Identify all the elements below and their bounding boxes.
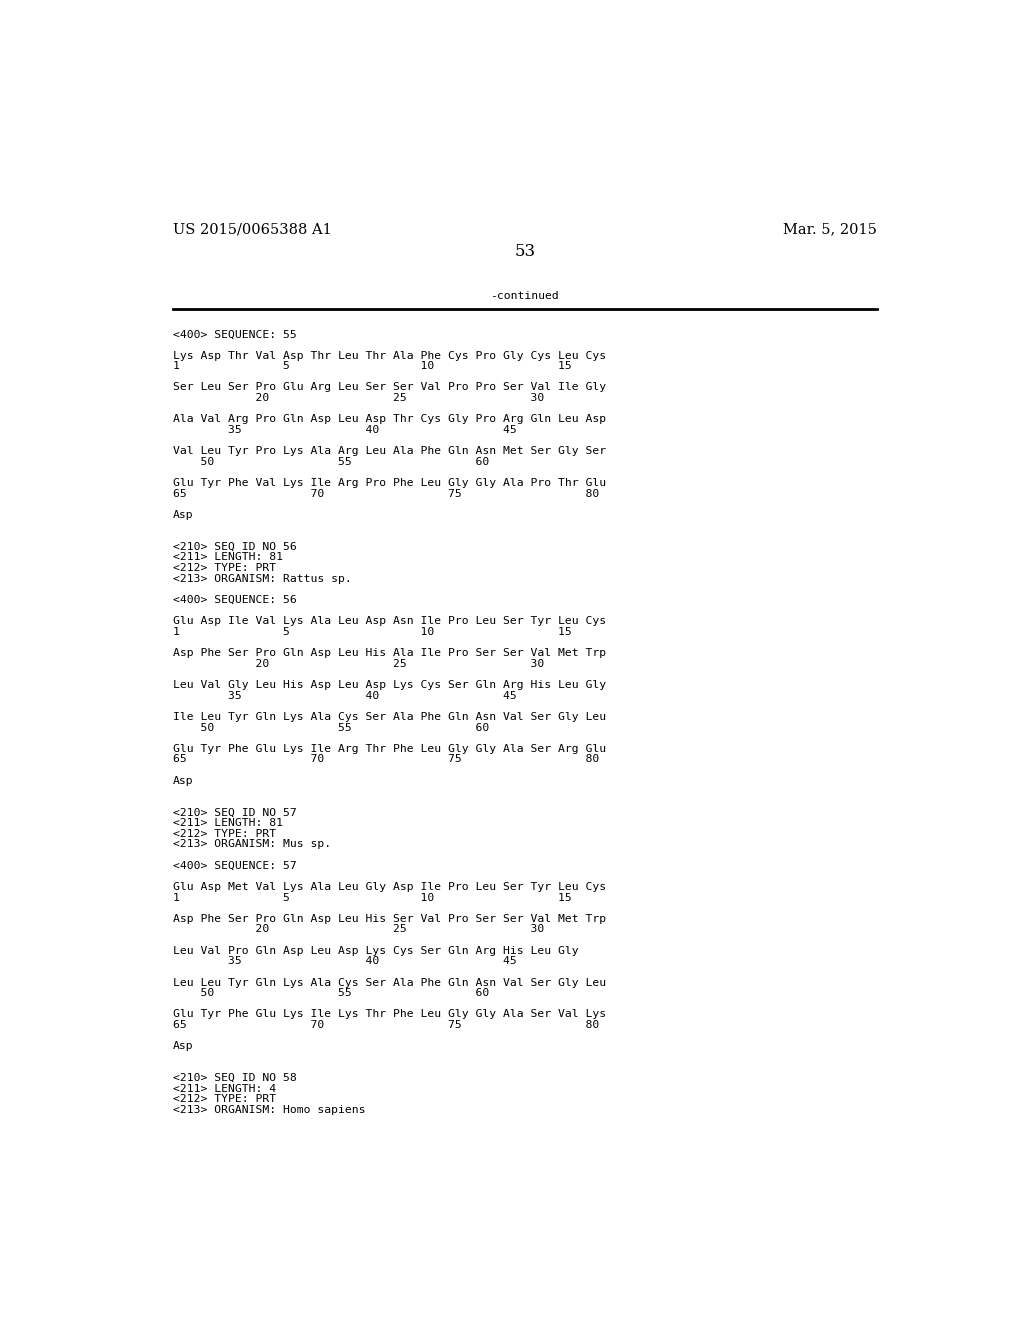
Text: Asp: Asp <box>173 776 194 785</box>
Text: US 2015/0065388 A1: US 2015/0065388 A1 <box>173 222 332 236</box>
Text: <213> ORGANISM: Rattus sp.: <213> ORGANISM: Rattus sp. <box>173 574 351 583</box>
Text: <211> LENGTH: 4: <211> LENGTH: 4 <box>173 1084 276 1094</box>
Text: <210> SEQ ID NO 56: <210> SEQ ID NO 56 <box>173 543 297 552</box>
Text: 50                  55                  60: 50 55 60 <box>173 989 489 998</box>
Text: Lys Asp Thr Val Asp Thr Leu Thr Ala Phe Cys Pro Gly Cys Leu Cys: Lys Asp Thr Val Asp Thr Leu Thr Ala Phe … <box>173 351 606 360</box>
Text: Leu Val Pro Gln Asp Leu Asp Lys Cys Ser Gln Arg His Leu Gly: Leu Val Pro Gln Asp Leu Asp Lys Cys Ser … <box>173 945 579 956</box>
Text: Leu Leu Tyr Gln Lys Ala Cys Ser Ala Phe Gln Asn Val Ser Gly Leu: Leu Leu Tyr Gln Lys Ala Cys Ser Ala Phe … <box>173 978 606 987</box>
Text: 53: 53 <box>514 243 536 260</box>
Text: 65                  70                  75                  80: 65 70 75 80 <box>173 1020 599 1030</box>
Text: <211> LENGTH: 81: <211> LENGTH: 81 <box>173 553 283 562</box>
Text: Ile Leu Tyr Gln Lys Ala Cys Ser Ala Phe Gln Asn Val Ser Gly Leu: Ile Leu Tyr Gln Lys Ala Cys Ser Ala Phe … <box>173 711 606 722</box>
Text: 20                  25                  30: 20 25 30 <box>173 659 544 669</box>
Text: Ala Val Arg Pro Gln Asp Leu Asp Thr Cys Gly Pro Arg Gln Leu Asp: Ala Val Arg Pro Gln Asp Leu Asp Thr Cys … <box>173 414 606 424</box>
Text: 50                  55                  60: 50 55 60 <box>173 457 489 467</box>
Text: 1               5                   10                  15: 1 5 10 15 <box>173 627 571 636</box>
Text: 1               5                   10                  15: 1 5 10 15 <box>173 362 571 371</box>
Text: <212> TYPE: PRT: <212> TYPE: PRT <box>173 829 276 838</box>
Text: Mar. 5, 2015: Mar. 5, 2015 <box>782 222 877 236</box>
Text: 20                  25                  30: 20 25 30 <box>173 393 544 403</box>
Text: Asp Phe Ser Pro Gln Asp Leu His Ala Ile Pro Ser Ser Val Met Trp: Asp Phe Ser Pro Gln Asp Leu His Ala Ile … <box>173 648 606 659</box>
Text: 50                  55                  60: 50 55 60 <box>173 722 489 733</box>
Text: <400> SEQUENCE: 55: <400> SEQUENCE: 55 <box>173 330 297 339</box>
Text: 65                  70                  75                  80: 65 70 75 80 <box>173 755 599 764</box>
Text: <212> TYPE: PRT: <212> TYPE: PRT <box>173 564 276 573</box>
Text: 35                  40                  45: 35 40 45 <box>173 690 517 701</box>
Text: Asp: Asp <box>173 510 194 520</box>
Text: Val Leu Tyr Pro Lys Ala Arg Leu Ala Phe Gln Asn Met Ser Gly Ser: Val Leu Tyr Pro Lys Ala Arg Leu Ala Phe … <box>173 446 606 457</box>
Text: Glu Tyr Phe Val Lys Ile Arg Pro Phe Leu Gly Gly Ala Pro Thr Glu: Glu Tyr Phe Val Lys Ile Arg Pro Phe Leu … <box>173 478 606 488</box>
Text: <213> ORGANISM: Mus sp.: <213> ORGANISM: Mus sp. <box>173 840 331 849</box>
Text: Ser Leu Ser Pro Glu Arg Leu Ser Ser Val Pro Pro Ser Val Ile Gly: Ser Leu Ser Pro Glu Arg Leu Ser Ser Val … <box>173 383 606 392</box>
Text: 65                  70                  75                  80: 65 70 75 80 <box>173 488 599 499</box>
Text: Glu Tyr Phe Glu Lys Ile Arg Thr Phe Leu Gly Gly Ala Ser Arg Glu: Glu Tyr Phe Glu Lys Ile Arg Thr Phe Leu … <box>173 743 606 754</box>
Text: <212> TYPE: PRT: <212> TYPE: PRT <box>173 1094 276 1105</box>
Text: 35                  40                  45: 35 40 45 <box>173 956 517 966</box>
Text: <400> SEQUENCE: 56: <400> SEQUENCE: 56 <box>173 595 297 605</box>
Text: <400> SEQUENCE: 57: <400> SEQUENCE: 57 <box>173 861 297 871</box>
Text: Glu Asp Ile Val Lys Ala Leu Asp Asn Ile Pro Leu Ser Tyr Leu Cys: Glu Asp Ile Val Lys Ala Leu Asp Asn Ile … <box>173 616 606 626</box>
Text: 20                  25                  30: 20 25 30 <box>173 924 544 935</box>
Text: 1               5                   10                  15: 1 5 10 15 <box>173 892 571 903</box>
Text: -continued: -continued <box>490 290 559 301</box>
Text: 35                  40                  45: 35 40 45 <box>173 425 517 436</box>
Text: Asp Phe Ser Pro Gln Asp Leu His Ser Val Pro Ser Ser Val Met Trp: Asp Phe Ser Pro Gln Asp Leu His Ser Val … <box>173 913 606 924</box>
Text: Asp: Asp <box>173 1041 194 1051</box>
Text: Leu Val Gly Leu His Asp Leu Asp Lys Cys Ser Gln Arg His Leu Gly: Leu Val Gly Leu His Asp Leu Asp Lys Cys … <box>173 680 606 690</box>
Text: <213> ORGANISM: Homo sapiens: <213> ORGANISM: Homo sapiens <box>173 1105 366 1115</box>
Text: Glu Asp Met Val Lys Ala Leu Gly Asp Ile Pro Leu Ser Tyr Leu Cys: Glu Asp Met Val Lys Ala Leu Gly Asp Ile … <box>173 882 606 892</box>
Text: <210> SEQ ID NO 57: <210> SEQ ID NO 57 <box>173 808 297 817</box>
Text: <211> LENGTH: 81: <211> LENGTH: 81 <box>173 818 283 828</box>
Text: <210> SEQ ID NO 58: <210> SEQ ID NO 58 <box>173 1073 297 1084</box>
Text: Glu Tyr Phe Glu Lys Ile Lys Thr Phe Leu Gly Gly Ala Ser Val Lys: Glu Tyr Phe Glu Lys Ile Lys Thr Phe Leu … <box>173 1010 606 1019</box>
